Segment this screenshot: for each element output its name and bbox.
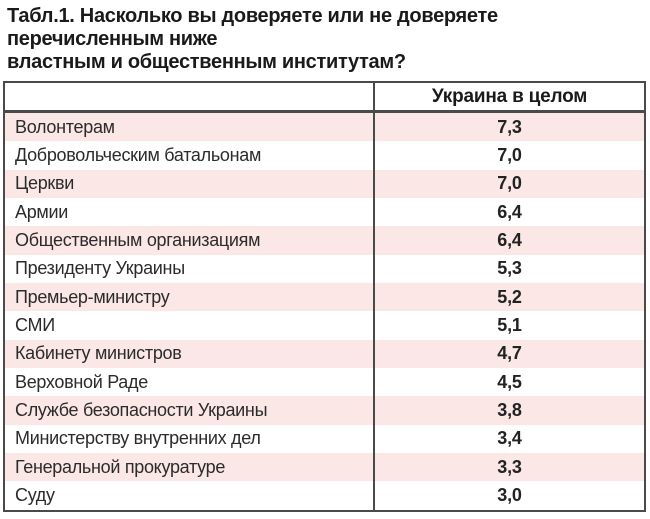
page-title-line-3: властным и общественным институтам? (7, 51, 406, 73)
trust-value: 3,8 (373, 396, 644, 425)
trust-value: 3,3 (373, 453, 644, 482)
institution-label: Армии (15, 201, 69, 222)
table-row: Премьер-министру 5,2 (5, 283, 644, 312)
trust-value: 6,4 (373, 226, 644, 255)
institution-label: Министерству внутренних дел (15, 428, 261, 449)
trust-value: 5,1 (373, 311, 644, 340)
table-body: Волонтерам 7,3 Добровольческим батальона… (5, 113, 644, 510)
institution-label: Генеральной прокуратуре (15, 456, 226, 477)
page-title-line-1: Табл.1. Насколько вы доверяете или не до… (7, 5, 498, 27)
table-row: Церкви 7,0 (5, 169, 644, 199)
table-row: Армии 6,4 (5, 198, 644, 227)
trust-value: 4,5 (373, 368, 644, 397)
table-row: Суду 3,0 (5, 481, 644, 510)
institution-label: Добровольческим батальонам (15, 145, 262, 166)
trust-value: 7,0 (373, 141, 644, 170)
trust-value: 4,7 (373, 339, 644, 369)
institution-label: Президенту Украины (15, 258, 185, 279)
table-row: Генеральной прокуратуре 3,3 (5, 453, 644, 482)
institution-label: Общественным организациям (15, 230, 261, 251)
table-row: Службе безопасности Украины 3,8 (5, 396, 644, 425)
table-row: Волонтерам 7,3 (5, 113, 644, 142)
table-row: Добровольческим батальонам 7,0 (5, 141, 644, 170)
trust-table: Украина в целом Волонтерам 7,3 Доброволь… (3, 81, 646, 512)
table-header-row: Украина в целом (5, 83, 644, 113)
trust-value: 3,0 (373, 481, 644, 510)
institution-label: Церкви (15, 173, 75, 194)
page-title-line-2: перечисленным ниже (7, 28, 218, 50)
institution-label: Службе безопасности Украины (15, 400, 268, 421)
institution-label: Волонтерам (15, 116, 115, 137)
institution-label: Верховной Раде (15, 371, 148, 392)
institution-label: Кабинету министров (15, 343, 182, 364)
trust-value: 6,4 (373, 198, 644, 227)
table-row: Общественным организациям 6,4 (5, 226, 644, 255)
header-region-cell: Украина в целом (373, 83, 644, 110)
institution-label: Суду (15, 485, 55, 506)
table-row: Министерству внутренних дел 3,4 (5, 424, 644, 454)
table-row: Президенту Украины 5,3 (5, 254, 644, 284)
trust-value: 7,3 (373, 113, 644, 142)
table-row: Кабинету министров 4,7 (5, 339, 644, 369)
trust-value: 5,2 (373, 283, 644, 312)
institution-label: Премьер-министру (15, 286, 170, 307)
institution-label: СМИ (15, 315, 55, 336)
trust-value: 7,0 (373, 169, 644, 199)
table-row: Верховной Раде 4,5 (5, 368, 644, 397)
trust-value: 3,4 (373, 424, 644, 454)
page-title: Табл.1. Насколько вы доверяете или не до… (0, 0, 650, 74)
trust-value: 5,3 (373, 254, 644, 284)
table-row: СМИ 5,1 (5, 311, 644, 340)
